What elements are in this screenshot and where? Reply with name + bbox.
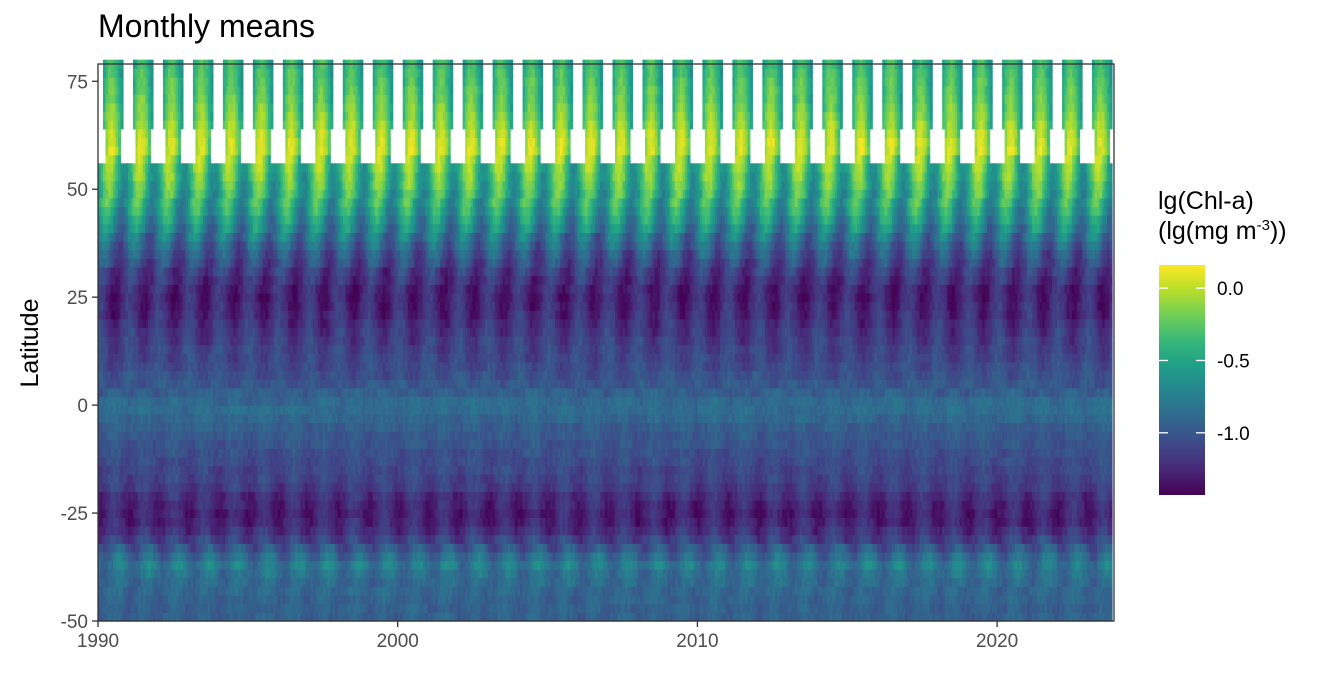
heatmap-cell bbox=[270, 77, 273, 86]
heatmap-cell bbox=[150, 77, 153, 86]
heatmap-cell bbox=[270, 120, 273, 129]
heatmap-cell bbox=[150, 103, 153, 112]
heatmap-cell bbox=[268, 137, 271, 146]
heatmap-cell bbox=[180, 112, 183, 121]
heatmap-cell bbox=[270, 94, 273, 103]
heatmap-cell bbox=[300, 86, 303, 95]
heatmap-cell bbox=[180, 77, 183, 86]
heatmap-cell bbox=[210, 103, 213, 112]
heatmap-cell bbox=[208, 137, 211, 146]
heatmap-cell bbox=[120, 86, 123, 95]
heatmap-cell bbox=[208, 155, 211, 164]
heatmap-cell bbox=[178, 129, 181, 138]
heatmap-cell bbox=[270, 68, 273, 77]
heatmap-cell bbox=[180, 68, 183, 77]
heatmap-cell bbox=[208, 146, 211, 155]
heatmap-cell bbox=[120, 94, 123, 103]
heatmap-cell bbox=[150, 94, 153, 103]
heatmap-cell bbox=[210, 112, 213, 121]
heatmap-cell bbox=[240, 86, 243, 95]
heatmap-cell bbox=[118, 146, 121, 155]
heatmap-cell bbox=[268, 129, 271, 138]
heatmap-cell bbox=[238, 137, 241, 146]
heatmap-cell bbox=[178, 137, 181, 146]
heatmap-cell bbox=[120, 68, 123, 77]
heatmap-cell bbox=[298, 137, 301, 146]
heatmap-cell bbox=[298, 155, 301, 164]
heatmap-cell bbox=[120, 77, 123, 86]
heatmap-cell bbox=[118, 129, 121, 138]
heatmap-cell bbox=[148, 129, 151, 138]
heatmap-cell bbox=[118, 155, 121, 164]
heatmap-cell bbox=[180, 94, 183, 103]
heatmap-cell bbox=[240, 103, 243, 112]
heatmap-cell bbox=[238, 155, 241, 164]
heatmap-cell bbox=[150, 68, 153, 77]
heatmap-cell bbox=[208, 129, 211, 138]
heatmap-cell bbox=[300, 120, 303, 129]
heatmap-cell bbox=[210, 94, 213, 103]
heatmap-cell bbox=[300, 68, 303, 77]
heatmap-cell bbox=[148, 155, 151, 164]
heatmap-cell bbox=[120, 112, 123, 121]
heatmap-cell bbox=[240, 94, 243, 103]
heatmap-cell bbox=[240, 112, 243, 121]
heatmap-cells bbox=[98, 60, 1113, 622]
heatmap-cell bbox=[150, 86, 153, 95]
heatmap-cell bbox=[150, 120, 153, 129]
heatmap-cell bbox=[300, 94, 303, 103]
heatmap-cell bbox=[210, 120, 213, 129]
heatmap-cell bbox=[298, 146, 301, 155]
heatmap-cell bbox=[240, 120, 243, 129]
heatmap-cell bbox=[238, 129, 241, 138]
heatmap-cell bbox=[268, 146, 271, 155]
heatmap-cell bbox=[150, 112, 153, 121]
heatmap-cell bbox=[178, 146, 181, 155]
heatmap-cell bbox=[180, 120, 183, 129]
heatmap-cell bbox=[268, 155, 271, 164]
heatmap-cell bbox=[240, 68, 243, 77]
heatmap-cell bbox=[148, 137, 151, 146]
heatmap-cell bbox=[178, 155, 181, 164]
heatmap-cell bbox=[238, 146, 241, 155]
heatmap-cell bbox=[180, 103, 183, 112]
heatmap-cell bbox=[298, 129, 301, 138]
heatmap-cell bbox=[300, 112, 303, 121]
heatmap-cell bbox=[180, 86, 183, 95]
heatmap-cell bbox=[270, 103, 273, 112]
heatmap-cell bbox=[270, 112, 273, 121]
heatmap-cell bbox=[300, 77, 303, 86]
heatmap-cell bbox=[120, 120, 123, 129]
heatmap-cell bbox=[148, 146, 151, 155]
heatmap-cell bbox=[118, 137, 121, 146]
heatmap-cell bbox=[270, 86, 273, 95]
heatmap-cell bbox=[210, 68, 213, 77]
heatmap-cell bbox=[240, 77, 243, 86]
heatmap-cell bbox=[120, 103, 123, 112]
heatmap-cell bbox=[210, 77, 213, 86]
heatmap-cell bbox=[300, 103, 303, 112]
heatmap-cell bbox=[210, 86, 213, 95]
